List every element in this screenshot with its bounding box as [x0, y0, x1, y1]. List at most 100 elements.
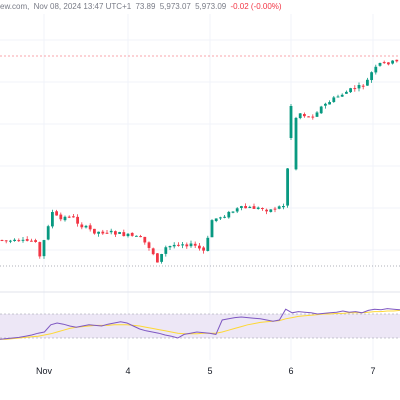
- change-value: -0.02 (-0.00%): [230, 2, 282, 11]
- candle-body: [361, 85, 365, 87]
- candle-body: [391, 60, 394, 64]
- candle-body: [185, 244, 189, 247]
- rsi-band: [0, 314, 400, 338]
- candle-body: [105, 232, 109, 234]
- candle-body: [311, 116, 315, 118]
- candle-body: [240, 206, 243, 208]
- candle-body: [84, 225, 88, 228]
- candle-body: [353, 88, 357, 90]
- candle-body: [172, 244, 176, 247]
- candle-body: [139, 236, 142, 238]
- candle-body: [282, 206, 285, 208]
- candle-body: [143, 236, 147, 243]
- l-value: 5,973.07: [159, 2, 191, 11]
- candle-body: [177, 244, 180, 246]
- candle-body: [378, 62, 382, 66]
- candle-body: [336, 96, 340, 98]
- candle-body: [223, 216, 226, 218]
- candle-body: [55, 211, 58, 216]
- candle-body: [80, 224, 84, 228]
- candle-body: [357, 85, 361, 89]
- candle-body: [387, 62, 390, 65]
- source-fragment: ew.com,: [0, 2, 30, 11]
- candle-body: [349, 88, 352, 93]
- candle-body: [193, 243, 197, 246]
- candle-body: [345, 91, 348, 94]
- candle-body: [315, 112, 319, 117]
- candle-body: [25, 239, 29, 241]
- x-tick-label: 6: [288, 366, 293, 376]
- candle-body: [168, 246, 172, 248]
- candle-body: [109, 230, 113, 233]
- candle-body: [210, 220, 214, 238]
- candle-body: [114, 231, 117, 235]
- candle-body: [17, 240, 21, 242]
- candle-body: [30, 240, 33, 242]
- candle-body: [101, 231, 105, 234]
- candle-body: [256, 207, 260, 209]
- candle-body: [248, 206, 252, 209]
- candle-body: [289, 106, 293, 138]
- candle-body: [34, 240, 37, 242]
- candle-body: [21, 239, 25, 241]
- candle-body: [76, 216, 79, 224]
- candle-body: [122, 232, 126, 237]
- candle-body: [298, 113, 302, 119]
- candle-body: [269, 209, 273, 212]
- candle-body: [328, 102, 331, 105]
- candle-body: [235, 208, 239, 212]
- x-tick-label: 7: [370, 366, 375, 376]
- candle-body: [181, 244, 184, 246]
- grid: [0, 14, 400, 360]
- candle-body: [231, 211, 235, 213]
- candle-body: [51, 212, 54, 227]
- candle-body: [0, 239, 4, 241]
- candle-body: [252, 206, 256, 209]
- candle-body: [206, 237, 210, 251]
- candle-body: [151, 248, 155, 255]
- candle-body: [340, 94, 344, 97]
- candle-body: [160, 254, 163, 262]
- candle-body: [374, 66, 378, 73]
- rsi-pane: [0, 308, 400, 340]
- candle-body: [244, 206, 247, 209]
- candle-body: [324, 103, 327, 106]
- x-tick-label: 5: [207, 366, 212, 376]
- candle-body: [59, 214, 63, 220]
- candle-body: [366, 79, 369, 86]
- candle-body: [294, 117, 298, 170]
- candle-body: [42, 240, 46, 257]
- candle-body: [72, 216, 75, 218]
- o-fragment: 73.89: [135, 2, 156, 11]
- candle-body: [164, 247, 168, 254]
- candle-body: [46, 226, 50, 240]
- candle-body: [219, 217, 222, 219]
- candle-body: [227, 211, 231, 218]
- candle-body: [273, 208, 277, 210]
- candle-body: [214, 218, 218, 222]
- candle-body: [13, 239, 16, 241]
- candle-body: [332, 97, 336, 102]
- candle-body: [118, 232, 121, 234]
- candle-body: [261, 208, 264, 210]
- candle-body: [156, 253, 159, 263]
- candle-body: [395, 59, 399, 62]
- candle-body: [189, 243, 193, 247]
- candle-body: [286, 168, 289, 206]
- candle-body: [307, 116, 310, 118]
- candle-body: [319, 106, 323, 114]
- c-value: 5,973.09: [195, 2, 227, 11]
- candle-body: [126, 233, 130, 237]
- candle-body: [370, 72, 373, 81]
- candle-body: [88, 225, 92, 230]
- timestamp: Nov 08, 2024 13:47 UTC+1: [33, 2, 132, 11]
- candle-body: [135, 235, 138, 237]
- price-pane: [0, 55, 400, 267]
- candle-body: [97, 231, 100, 234]
- candle-body: [202, 247, 205, 251]
- rsi-line: [0, 308, 400, 340]
- candle-body: [130, 232, 134, 236]
- candle-body: [93, 228, 96, 234]
- candle-body: [147, 242, 151, 248]
